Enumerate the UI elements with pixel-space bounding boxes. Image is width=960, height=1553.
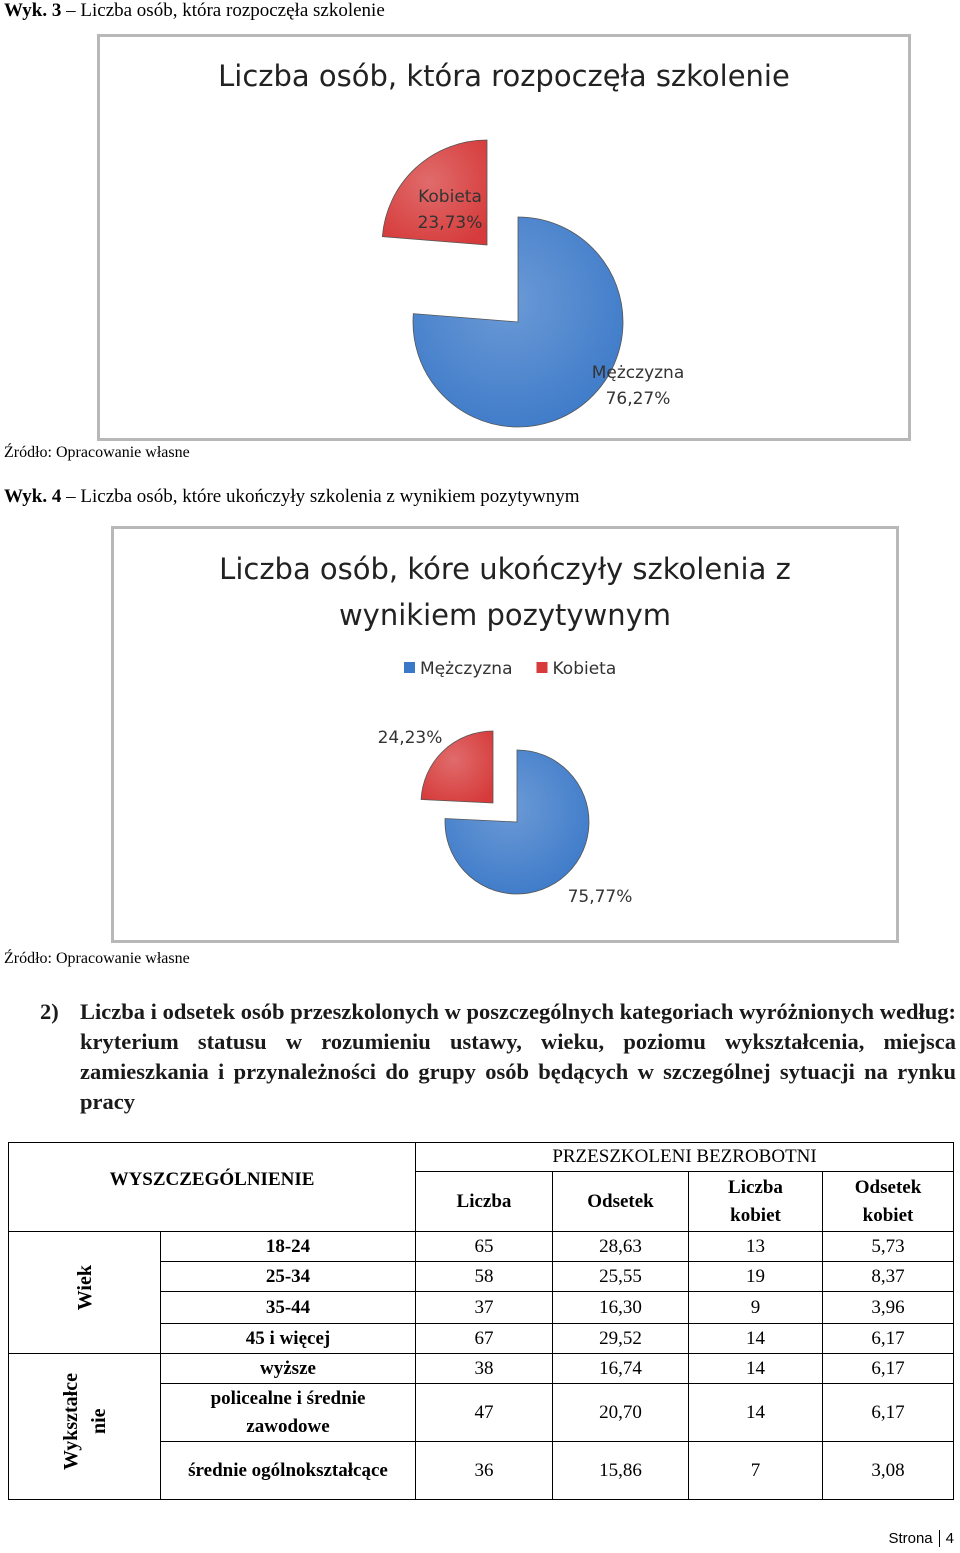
group-label: Wiek — [71, 1265, 99, 1310]
value-cell: 28,63 — [552, 1231, 689, 1262]
table-row: średnie ogólnokształcące 36 15,86 7 3,08 — [9, 1441, 955, 1500]
table-row: 45 i więcej 67 29,52 14 6,17 — [9, 1323, 955, 1354]
page-number: 4 — [945, 1530, 954, 1547]
caption-text: – Liczba osób, które ukończyły szkolenia… — [66, 486, 580, 507]
table-body: WYSZCZEGÓLNIENIE PRZESZKOLENI BEZROBOTNI… — [8, 1142, 955, 1500]
section-heading: 2) Liczba i odsetek osób przeszkolonych … — [40, 997, 956, 1117]
value-cell: 20,70 — [552, 1383, 689, 1442]
group-label-line: Wykształce — [59, 1373, 82, 1471]
page-footer: Strona 4 — [888, 1530, 954, 1547]
header-cell: Liczba kobiet — [688, 1171, 823, 1232]
row-label: wyższe — [160, 1353, 416, 1384]
section-text: Liczba i odsetek osób przeszkolonych w p… — [80, 999, 956, 1114]
source-note: Źródło: Opracowanie własne — [4, 950, 190, 967]
value-cell: 15,86 — [552, 1441, 689, 1500]
chart-title: Liczba osób, która rozpoczęła szkolenie — [218, 59, 790, 93]
legend-swatch — [536, 662, 548, 673]
header-cell: WYSZCZEGÓLNIENIE — [8, 1142, 416, 1232]
value-cell: 29,52 — [552, 1323, 689, 1354]
value-cell: 65 — [415, 1231, 553, 1262]
group-cell: Wykształce nie — [8, 1353, 161, 1500]
separator — [938, 1530, 940, 1547]
slice-label-value: 23,73% — [418, 213, 483, 233]
caption-text: – Liczba osób, która rozpoczęła szkoleni… — [66, 0, 385, 21]
value-cell: 6,17 — [821, 1323, 955, 1354]
slice-label-name: Mężczyzna — [592, 363, 685, 383]
value-cell: 14 — [688, 1383, 823, 1442]
table-row: 25-34 58 25,55 19 8,37 — [9, 1261, 955, 1292]
legend-label: Kobieta — [553, 659, 617, 679]
table-row: 35-44 37 16,30 9 3,96 — [9, 1291, 955, 1324]
row-label: 18-24 — [160, 1231, 416, 1262]
table-row: policealne i średnie zawodowe 47 20,70 14 6,… — [9, 1383, 955, 1442]
figure-caption: Wyk. 3 – Liczba osób, która rozpoczęła s… — [4, 0, 385, 22]
pie-slice — [412, 216, 624, 428]
pie-slice — [381, 139, 488, 246]
header-cell: Odsetek — [552, 1171, 689, 1232]
row-label: 45 i więcej — [160, 1323, 416, 1354]
caption-label: Wyk. 3 — [4, 0, 62, 21]
pie-slice — [420, 730, 494, 804]
table-row: Wykształce nie wyższe 38 16,74 14 6,17 — [8, 1353, 955, 1500]
value-cell: 9 — [688, 1291, 823, 1324]
value-cell: 19 — [688, 1261, 823, 1292]
row-label: średnie ogólnokształcące — [160, 1441, 416, 1500]
chart-title: Liczba osób, kóre ukończyły szkolenia z … — [219, 552, 791, 632]
value-cell: 25,55 — [552, 1261, 689, 1292]
value-cell: 14 — [688, 1323, 823, 1354]
value-cell: 16,30 — [552, 1291, 689, 1324]
table-row: Wiek 18-24 65 28,63 13 5,73 — [8, 1231, 955, 1354]
value-cell: 6,17 — [821, 1383, 955, 1442]
footer-label: Strona — [888, 1530, 933, 1547]
data-table: WYSZCZEGÓLNIENIE PRZESZKOLENI BEZROBOTNI… — [8, 1142, 955, 1500]
slice-label-value: 76,27% — [606, 389, 671, 409]
value-cell: 3,96 — [821, 1291, 955, 1324]
header-cell: Liczba — [415, 1171, 553, 1232]
value-cell: 14 — [688, 1353, 823, 1384]
row-label: 25-34 — [160, 1261, 416, 1292]
group-cell: Wiek — [8, 1231, 161, 1354]
value-cell: 13 — [688, 1231, 823, 1262]
value-cell: 38 — [415, 1353, 553, 1384]
row-label: 35-44 — [160, 1291, 416, 1324]
value-cell: 3,08 — [821, 1441, 955, 1500]
caption-label: Wyk. 4 — [4, 486, 62, 507]
group-label: Wykształce nie — [57, 1373, 113, 1470]
legend-swatch — [404, 662, 415, 673]
value-cell: 58 — [415, 1261, 553, 1292]
source-note: Źródło: Opracowanie własne — [4, 444, 190, 461]
value-cell: 6,17 — [821, 1353, 955, 1384]
slice-label-value: 75,77% — [568, 887, 633, 907]
figure-caption: Wyk. 4 – Liczba osób, które ukończyły sz… — [4, 486, 580, 508]
header-row: Liczba Odsetek Liczba kobiet Odsetek kob… — [9, 1171, 955, 1232]
value-cell: 5,73 — [821, 1231, 955, 1262]
value-cell: 67 — [415, 1323, 553, 1354]
header-cell: PRZESZKOLENI BEZROBOTNI — [414, 1142, 955, 1172]
pie-slice — [444, 749, 590, 895]
value-cell: 37 — [415, 1291, 553, 1324]
row-label: policealne i średnie zawodowe — [160, 1383, 416, 1442]
value-cell: 8,37 — [821, 1261, 955, 1292]
slice-label-value: 24,23% — [378, 728, 443, 748]
group-label-line: Wiek — [73, 1265, 96, 1311]
value-cell: 7 — [688, 1441, 823, 1500]
header-row: WYSZCZEGÓLNIENIE PRZESZKOLENI BEZROBOTNI — [8, 1142, 955, 1232]
group-label-line: nie — [87, 1409, 110, 1435]
section-number: 2) — [40, 999, 59, 1024]
value-cell: 36 — [415, 1441, 553, 1500]
header-text: WYSZCZEGÓLNIENIE — [109, 1169, 315, 1190]
pie-layer: Mężczyzna 76,27% Kobieta 23,73% 75,77% 24,23%… — [378, 139, 685, 907]
header-cell: Odsetek kobiet — [821, 1171, 955, 1232]
legend-label: Mężczyzna — [420, 659, 513, 679]
value-cell: 16,74 — [552, 1353, 689, 1384]
slice-label-name: Kobieta — [418, 187, 482, 207]
value-cell: 47 — [415, 1383, 553, 1442]
